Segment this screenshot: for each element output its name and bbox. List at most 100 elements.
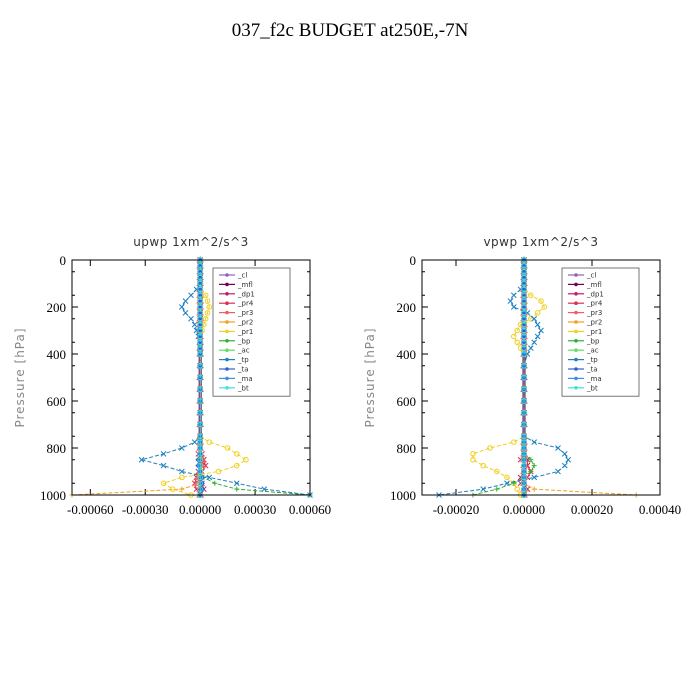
data-point [197, 268, 203, 275]
data-point [197, 456, 203, 463]
x-tick-label: 0.00000 [503, 502, 545, 517]
data-point [197, 474, 203, 481]
data-point [197, 480, 203, 487]
data-point [470, 456, 476, 463]
legend-marker [574, 329, 578, 334]
y-tick-label: 600 [397, 394, 417, 409]
legend-label: _pr2 [586, 319, 602, 327]
data-point [480, 486, 487, 492]
data-point [521, 468, 527, 475]
legend-marker [225, 348, 229, 353]
data-point [233, 480, 240, 487]
data-point [521, 480, 527, 487]
data-point [224, 445, 231, 451]
data-point [531, 486, 537, 492]
data-point [197, 280, 203, 287]
y-tick-label: 0 [60, 253, 67, 268]
data-point [521, 409, 527, 416]
data-point [206, 304, 213, 310]
data-point [514, 339, 521, 346]
data-point [521, 345, 527, 351]
data-point [197, 339, 203, 346]
data-point [178, 468, 185, 475]
x-tick-label: -0.00030 [122, 502, 169, 517]
data-point [160, 480, 167, 487]
data-point [188, 292, 194, 299]
data-point [233, 462, 240, 469]
data-point [138, 456, 145, 463]
legend-label: _dp1 [586, 290, 604, 298]
y-tick-label: 200 [397, 300, 417, 315]
data-point [197, 286, 203, 293]
data-point [197, 333, 203, 340]
data-point [521, 292, 527, 299]
data-point [182, 298, 189, 304]
legend-marker [574, 273, 578, 277]
data-point [527, 345, 534, 351]
data-point [538, 327, 544, 334]
data-point [197, 486, 203, 492]
chart-upwp: upwp 1xm^2/s^3 Pressure [hPa] 0 200 400 600 80… [13, 235, 331, 517]
legend-label: _cl [586, 272, 596, 280]
data-point [204, 310, 211, 316]
plot-title: vpwp 1xm^2/s^3 [483, 235, 598, 249]
y-axis-label: Pressure [hPa] [363, 327, 377, 427]
legend-label: _pr1 [586, 328, 602, 336]
data-point [510, 304, 517, 310]
data-point [233, 451, 240, 457]
data-point [531, 474, 538, 481]
y-tick-label: 600 [47, 394, 67, 409]
legend-label: _pr3 [586, 309, 602, 317]
data-point [202, 292, 209, 299]
legend-marker [574, 301, 578, 306]
data-point [521, 339, 527, 346]
data-point [197, 398, 203, 404]
legend-label: _pr2 [237, 319, 253, 327]
data-point [521, 433, 527, 440]
legend-label: _ma [237, 375, 253, 383]
legend-label: _tp [586, 356, 598, 364]
legend-label: _cl [237, 272, 247, 280]
data-point [197, 327, 203, 334]
y-tick-label: 800 [47, 441, 67, 456]
legend-marker [574, 376, 578, 381]
data-point [534, 321, 541, 328]
data-point [504, 474, 510, 481]
data-point [555, 468, 561, 475]
x-tick-label: 0.00020 [571, 502, 613, 517]
data-point [178, 304, 185, 310]
data-point [528, 292, 534, 299]
data-point [197, 451, 203, 457]
data-point [470, 451, 476, 457]
data-point [538, 298, 544, 304]
data-point [179, 486, 185, 492]
data-point [197, 304, 203, 310]
data-point [521, 351, 527, 357]
legend-label: _pr1 [237, 328, 253, 336]
data-point [197, 292, 203, 299]
legend-label: _dp1 [237, 290, 255, 298]
legend-marker [225, 273, 229, 277]
data-point [197, 315, 203, 322]
data-point [507, 298, 514, 304]
data-point [521, 304, 527, 310]
data-point [521, 462, 527, 469]
data-point [521, 374, 527, 381]
data-point [531, 439, 538, 445]
legend-label: _bt [237, 384, 249, 392]
data-point [197, 433, 203, 440]
legend-marker [574, 357, 578, 362]
data-point [510, 292, 517, 299]
data-point [521, 310, 527, 316]
page-title: 037_f2c BUDGET at250E,-7N [231, 20, 469, 41]
data-point [521, 451, 527, 457]
data-point [565, 456, 572, 463]
legend-marker [225, 367, 229, 371]
data-point [504, 480, 510, 487]
legend-marker [225, 386, 229, 390]
data-point [212, 480, 218, 486]
data-point [197, 321, 203, 328]
legend-label: _ta [237, 366, 249, 374]
legend-label: _pr4 [586, 300, 603, 308]
plot-frame [421, 259, 661, 496]
